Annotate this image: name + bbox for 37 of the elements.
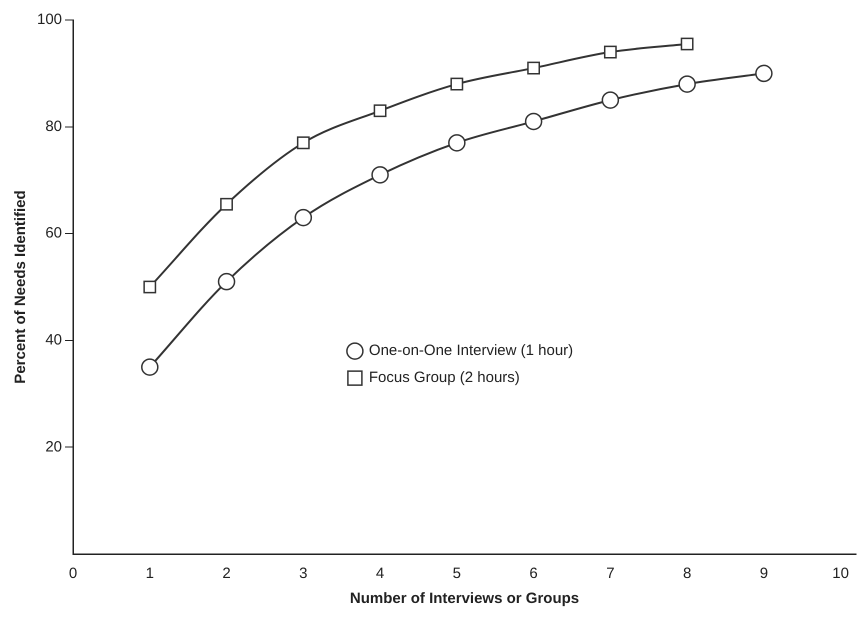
- x-tick-label: 9: [760, 565, 768, 582]
- x-tick-label: 0: [68, 565, 78, 582]
- point: [524, 112, 542, 130]
- x-tick-label: 7: [606, 565, 615, 582]
- point: [218, 272, 236, 290]
- point: [680, 38, 694, 50]
- point: [141, 358, 159, 376]
- x-tick-label: 6: [529, 565, 538, 582]
- y-axis-title: Percent of Needs Identified: [12, 190, 30, 384]
- point: [220, 198, 233, 211]
- point: [294, 208, 312, 226]
- x-tick-label: 3: [299, 565, 308, 582]
- x-tick-label: 8: [682, 565, 692, 582]
- x-tick-label: 4: [376, 565, 384, 582]
- x-tick-label: 1: [146, 565, 154, 582]
- point: [450, 78, 464, 90]
- x-tick-label: 10: [832, 565, 849, 582]
- y-tick-label: 20: [45, 438, 62, 456]
- point: [602, 91, 620, 109]
- point: [374, 104, 386, 118]
- point: [143, 280, 156, 294]
- point: [448, 134, 466, 152]
- point: [371, 166, 389, 184]
- legend-label: Focus Group (2 hours): [368, 369, 520, 386]
- x-axis-title: Number of Interviews or Groups: [350, 590, 580, 608]
- point: [296, 136, 310, 150]
- y-tick-label: 80: [45, 118, 62, 135]
- y-tick-label: 60: [45, 224, 62, 242]
- y-tick-label: 40: [45, 332, 62, 349]
- x-tick-label: 2: [222, 565, 231, 582]
- point: [678, 75, 696, 93]
- point: [755, 64, 773, 82]
- x-tick-label: 5: [452, 565, 462, 582]
- point: [527, 62, 540, 74]
- point: [604, 46, 617, 58]
- legend-label: One-on-One Interview (1 hour): [368, 342, 574, 360]
- y-tick-label: 100: [36, 11, 62, 28]
